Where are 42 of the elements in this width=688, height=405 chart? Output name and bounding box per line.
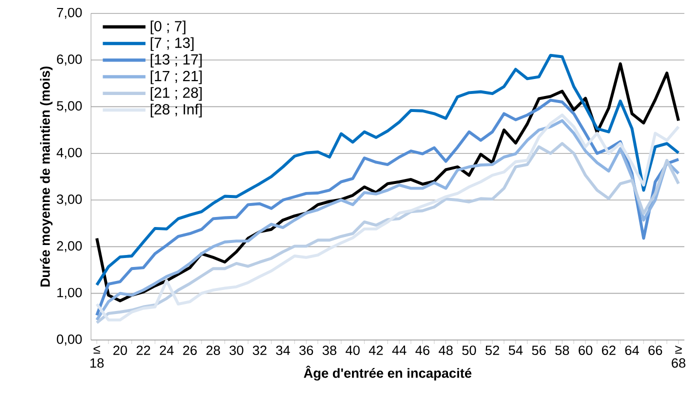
x-tick-label: 58 [555, 346, 570, 356]
x-tick-label: 66 [648, 346, 662, 356]
x-tick-label: 50 [462, 346, 476, 356]
x-tick-label: 44 [392, 346, 406, 355]
x-tick-label: 28 [206, 346, 220, 356]
legend-label: [28 ; Inf] [150, 104, 202, 118]
y-tick-label: 6,00 [57, 54, 82, 66]
x-tick-label: 34 [276, 346, 290, 356]
x-tick-label: 52 [486, 346, 500, 356]
x-tick-label: 20 [113, 346, 127, 356]
x-tick-label: 22 [136, 346, 150, 355]
legend-label: [7 ; 13] [150, 37, 194, 51]
x-tick-label: 38 [322, 346, 336, 356]
x-tick-label: 62 [602, 346, 616, 356]
x-tick-label: 42 [368, 346, 383, 355]
x-tick-label: 36 [299, 346, 314, 356]
x-tick-label: 26 [183, 346, 197, 356]
x-tick-label: 40 [346, 346, 360, 356]
x-tick-label: 60 [578, 346, 592, 356]
y-tick-label: 3,00 [56, 194, 82, 206]
x-tick-label: 54 [508, 346, 523, 355]
x-tick-label: 48 [438, 346, 453, 356]
x-tick-label: 64 [625, 346, 640, 356]
y-tick-label: 2,00 [57, 241, 82, 252]
y-tick-label: 0,00 [56, 334, 82, 346]
x-tick-label: 46 [415, 346, 430, 356]
y-tick-label: 4,00 [56, 148, 82, 159]
x-tick-label: 32 [252, 346, 266, 356]
x-tick-label: 56 [532, 346, 546, 356]
x-tick-label: ≥ 68 [672, 346, 686, 368]
x-axis-title: Âge d'entrée en incapacité [304, 366, 472, 381]
y-axis-title: Durée moyenne de maintien (mois) [40, 66, 53, 287]
legend-label: [17 ; 21] [150, 70, 202, 84]
y-tick-label: 5,00 [56, 101, 82, 112]
x-tick-label: 24 [160, 346, 174, 355]
y-tick-label: 1,00 [57, 288, 82, 299]
legend-label: [13 ; 17] [150, 54, 202, 68]
x-tick-label: ≤ 18 [90, 346, 104, 368]
x-tick-label: 30 [230, 346, 244, 356]
y-tick-label: 7,00 [57, 8, 82, 19]
legend-label: [21 ; 28] [150, 87, 202, 101]
legend-label: [0 ; 7] [150, 20, 186, 34]
